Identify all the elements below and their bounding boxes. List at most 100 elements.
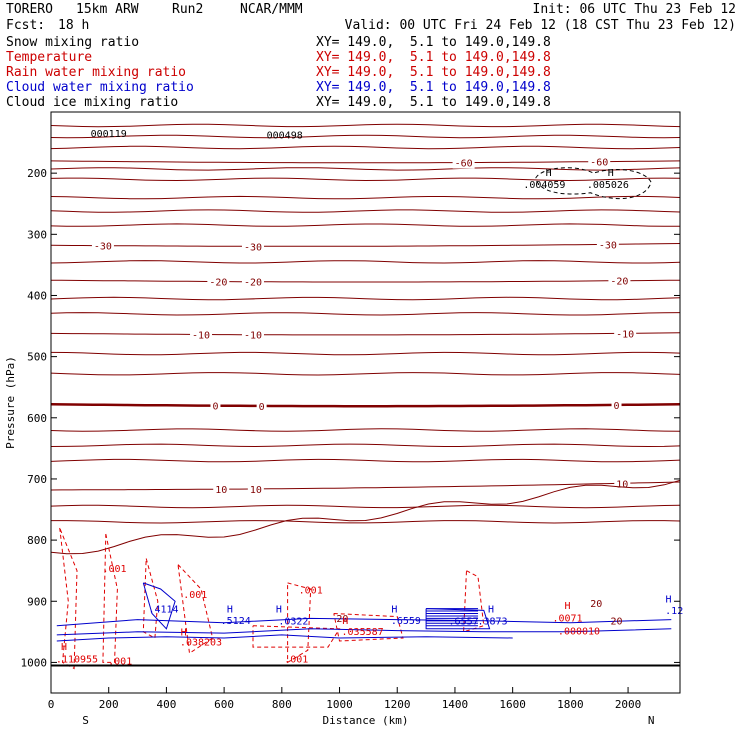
isotherm-line	[50, 458, 681, 463]
temperature-isotherms: -60 -60 -30 -30 -30 -20 -20 -20 -10 -10 -10 0 0 0 10 10…	[50, 123, 681, 555]
cloud-contour	[56, 628, 672, 636]
isotherm--10	[50, 332, 681, 336]
isotherm--60	[50, 160, 681, 164]
contour-label: H	[391, 604, 397, 615]
isotherm-line	[50, 351, 681, 356]
contour-label: H	[564, 601, 570, 612]
isotherm-line	[50, 209, 681, 213]
isotherm-label-bg	[241, 328, 264, 341]
isotherm-label: 0	[614, 401, 620, 412]
header-init: Init: 06 UTC Thu 23 Feb 12	[532, 2, 737, 17]
isotherm-line	[50, 428, 681, 432]
rain-contour	[252, 625, 341, 648]
isotherm-line	[50, 260, 681, 264]
isotherm-label: -20	[610, 277, 628, 288]
contour-label: .12	[665, 606, 683, 617]
isotherm-line	[51, 520, 681, 524]
isotherm-line	[50, 372, 681, 376]
isotherm-label-bg	[210, 399, 221, 412]
contour-label: H	[181, 628, 187, 639]
contour-label: 000498	[267, 130, 303, 141]
legend-name-snow: Snow mixing ratio	[6, 35, 140, 50]
contour-label: .005026	[587, 180, 629, 191]
header-model: TORERO	[6, 2, 53, 17]
isotherm-line	[50, 177, 681, 182]
x-tick-label: 800	[272, 698, 292, 711]
contour-label: H	[546, 168, 552, 179]
x-tick-label: 1000	[326, 698, 353, 711]
contour-label: H	[276, 604, 282, 615]
contour-label: H	[665, 595, 671, 606]
isotherm-0	[50, 403, 681, 408]
x-tick-label: 0	[48, 698, 55, 711]
contour-label: H	[227, 604, 233, 615]
isotherm--30	[50, 243, 681, 247]
isotherm-line	[50, 145, 681, 150]
isotherm-label-bg	[213, 483, 230, 496]
legend-name-cloud: Cloud water mixing ratio	[6, 80, 194, 95]
isotherm-line	[50, 195, 681, 200]
isotherm-label: 0	[212, 402, 218, 413]
legend-name-ice: Cloud ice mixing ratio	[6, 95, 179, 110]
header-run: Run2	[172, 2, 204, 17]
contour-label: 20	[610, 617, 622, 628]
x-tick-label: 1200	[384, 698, 411, 711]
isotherm-label: 10	[250, 485, 262, 496]
isotherm-label-bg	[614, 327, 637, 340]
legend-xy-cloud: XY= 149.0, 5.1 to 149.0,149.8	[316, 80, 551, 95]
header-resolution: 15km ARW	[76, 2, 139, 17]
rain-contour	[142, 558, 159, 639]
isotherm-label-bg	[452, 156, 475, 169]
isotherm-label: -20	[244, 278, 262, 289]
x-tick-label: 1600	[499, 698, 526, 711]
contour-label: .110955	[56, 654, 98, 665]
contour-label: H	[342, 616, 348, 627]
y-tick-label: 500	[27, 351, 47, 364]
isotherm-label-bg	[596, 238, 619, 251]
legend-xy-snow: XY= 149.0, 5.1 to 149.0,149.8	[316, 35, 551, 50]
contour-label: 20	[336, 614, 348, 625]
rain-contour	[177, 564, 214, 655]
isotherm-label: 0	[259, 402, 265, 413]
isotherm-label-bg	[588, 155, 611, 168]
cloud-contour	[56, 617, 672, 627]
contour-label: .6559	[391, 616, 421, 627]
contour-label: H	[608, 168, 614, 179]
cloud-contour	[142, 582, 176, 630]
contour-label: .000010	[558, 626, 600, 637]
contour-label: 20	[590, 599, 602, 610]
south-end-label: S	[82, 714, 89, 727]
rain-contour	[102, 533, 118, 663]
isotherm-line	[50, 443, 681, 448]
contour-label: .038203	[180, 637, 222, 648]
isotherm-label: 10	[215, 485, 227, 496]
isotherm-label-bg	[611, 398, 622, 411]
legend-name-temperature: Temperature	[6, 50, 93, 65]
isotherm-label-bg	[91, 239, 114, 252]
legend-xy-rain: XY= 149.0, 5.1 to 149.0,149.8	[316, 65, 551, 80]
contour-label: .5124	[221, 616, 251, 627]
contour-label: .004059	[523, 180, 565, 191]
y-tick-label: 300	[27, 228, 47, 241]
isotherm-line	[50, 223, 680, 227]
x-axis-title: Distance (km)	[322, 714, 408, 727]
y-axis-title: Pressure (hPa)	[4, 356, 17, 449]
y-tick-label: 600	[27, 412, 47, 425]
contour-label: 000119	[91, 129, 127, 140]
isotherm-label-bg	[247, 482, 264, 495]
isotherm-label: -10	[192, 330, 210, 341]
rain-contour	[333, 613, 404, 642]
contour-label: .0071	[552, 613, 582, 624]
legend-name-rain: Rain water mixing ratio	[6, 65, 187, 80]
rain-contour	[287, 582, 312, 664]
cloud-contour	[425, 608, 491, 630]
x-tick-label: 400	[156, 698, 176, 711]
contour-label: H	[488, 604, 494, 615]
isotherm-label: 10	[616, 479, 628, 490]
mixing-ratio-contours	[56, 167, 672, 670]
isotherm-line	[50, 167, 681, 171]
isotherm-line	[50, 312, 681, 316]
legend-xy-ice: XY= 149.0, 5.1 to 149.0,149.8	[316, 95, 551, 110]
